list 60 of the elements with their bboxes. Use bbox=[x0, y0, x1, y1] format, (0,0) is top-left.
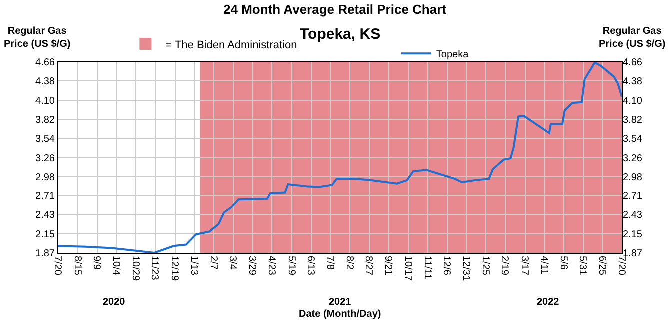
x-tick-label: 5/31 bbox=[577, 256, 588, 276]
x-tick-label: 10/29 bbox=[130, 256, 141, 282]
y2-tick-label: 2.15 bbox=[623, 229, 643, 240]
y-tick-label: 3.26 bbox=[36, 153, 56, 164]
y-tick-label: 4.10 bbox=[36, 96, 56, 107]
chart-title: 24 Month Average Retail Price Chart bbox=[224, 2, 448, 17]
y2-tick-label: 4.38 bbox=[623, 76, 643, 88]
text: 2020 bbox=[103, 297, 126, 308]
x-tick-label: 8/15 bbox=[72, 256, 83, 276]
x-tick-label: 6/25 bbox=[596, 256, 608, 276]
y2-tick-label: 2.98 bbox=[623, 172, 643, 184]
x-tick-label: 10/4 bbox=[110, 256, 122, 276]
x-tick-label: 5/6 bbox=[558, 256, 569, 270]
x-tick-label: 2/19 bbox=[499, 256, 510, 276]
y-tick-label: 3.82 bbox=[36, 115, 56, 126]
y2-tick-label: 2.43 bbox=[623, 210, 643, 222]
x-tick-label: 11/23 bbox=[149, 256, 160, 281]
y2-tick-label: 4.10 bbox=[623, 96, 643, 107]
y-tick-label: 4.66 bbox=[36, 58, 56, 68]
x-tick-label: 1/25 bbox=[480, 256, 491, 276]
text: 2021 bbox=[329, 297, 352, 308]
text: 2022 bbox=[537, 297, 560, 308]
x-tick-label: 8/2 bbox=[344, 256, 355, 270]
x-tick-label: 3/29 bbox=[246, 256, 258, 276]
y-tick-label: 3.54 bbox=[36, 134, 56, 146]
y2-axis-title: Regular Gas Price (US $/G) bbox=[599, 26, 666, 50]
x-tick-label: 4/11 bbox=[538, 256, 550, 276]
y2-tick-label: 3.54 bbox=[623, 134, 643, 146]
y-tick-label: 2.43 bbox=[36, 210, 56, 222]
x-tick-label: 12/31 bbox=[460, 256, 472, 282]
x-tick-label: 2/7 bbox=[208, 256, 219, 270]
x-tick-label: 11/11 bbox=[422, 256, 433, 280]
x-tick-label: 3/17 bbox=[519, 256, 530, 276]
x-tick-label: 12/6 bbox=[441, 256, 452, 276]
y2-tick-label: 3.82 bbox=[623, 115, 643, 126]
y-tick-label: 2.71 bbox=[36, 190, 56, 202]
y2-tick-label: 4.66 bbox=[623, 58, 643, 68]
x-tick-label: 6/13 bbox=[305, 256, 316, 276]
x-tick-label: 7/20 bbox=[616, 256, 627, 276]
legend-label: = The Biden Administration bbox=[166, 39, 298, 52]
x-tick-label: 3/4 bbox=[227, 256, 238, 270]
legend-label: Topeka bbox=[436, 49, 470, 60]
y2-tick-label: 3.26 bbox=[623, 153, 643, 164]
x-tick-label: 5/19 bbox=[286, 256, 297, 276]
y-tick-label: 2.98 bbox=[36, 172, 56, 184]
y-axis-title: Regular Gas Price (US $/G) bbox=[4, 26, 71, 50]
x-tick-label: 4/23 bbox=[266, 256, 277, 276]
x-tick-label: 8/27 bbox=[363, 256, 374, 276]
y-tick-label: 4.38 bbox=[36, 76, 56, 88]
x-tick-label: 7/8 bbox=[324, 256, 336, 270]
y-tick-label: 2.15 bbox=[36, 229, 56, 240]
x-tick-label: 12/19 bbox=[169, 256, 180, 282]
y2-tick-label: 2.71 bbox=[623, 190, 643, 202]
line-series bbox=[58, 62, 622, 253]
x-tick-label: 9/9 bbox=[91, 256, 102, 270]
x-tick-label: 1/13 bbox=[188, 256, 200, 276]
chart-subtitle: Topeka, KS bbox=[300, 26, 381, 43]
x-tick-label: 10/17 bbox=[402, 256, 414, 282]
x-tick-label: 9/21 bbox=[382, 256, 394, 276]
x-axis-title: Date (Month/Day) bbox=[299, 309, 382, 320]
